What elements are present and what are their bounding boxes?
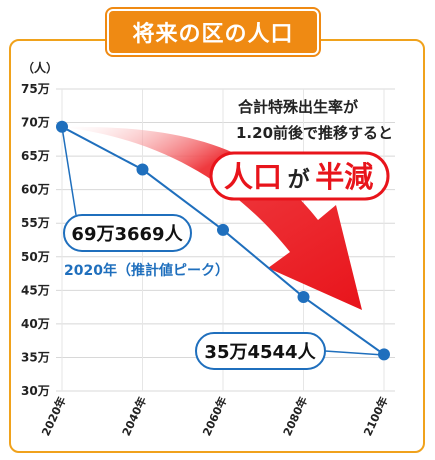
x-tick-labels: 2020年 2040年 2060年 2080年 2100年 [38,394,390,438]
end-value-pill [195,332,326,370]
y-tick-label: 40万 [21,317,50,331]
data-point [56,120,68,133]
headline-text: 人口 が 半減 [224,160,373,194]
data-point [217,223,229,236]
headline-population: 人口 [224,160,282,194]
data-point [297,291,310,304]
y-tick-label: 70万 [21,116,50,130]
start-value-label: 69万3669人 [71,224,183,245]
page-title: 将来の区の人口 [107,9,319,55]
headline-particle: が [288,167,310,193]
x-tick-label: 2020年 [38,394,68,438]
decline-arrow [62,126,362,311]
headline-pill [209,151,390,201]
y-tick-label: 55万 [21,216,50,230]
end-value-label: 35万4544人 [204,342,316,363]
start-note-label: 2020年（推計値ピーク） [64,262,229,279]
y-tick-label: 65万 [21,149,50,163]
y-tick-label: 50万 [21,250,50,264]
x-tick-label: 2060年 [199,394,229,438]
y-tick-labels: 75万 70万 65万 60万 55万 50万 45万 40万 35万 30万 [21,82,50,398]
y-axis-unit: （人） [22,60,58,75]
start-value-pill [63,214,192,252]
x-tick-label: 2040年 [119,394,149,438]
data-point [136,163,149,176]
x-tick-label: 2100年 [360,394,390,438]
x-tick-label: 2080年 [280,394,310,438]
tfr-text-line2: 1.20前後で推移すると [236,124,393,142]
y-tick-label: 30万 [21,384,50,398]
y-tick-label: 45万 [21,283,50,297]
start-callout-leader [61,126,77,216]
headline-half: 半減 [315,160,373,194]
y-tick-label: 35万 [21,350,50,364]
tfr-text-line1: 合計特殊出生率が [237,98,359,116]
y-tick-label: 75万 [21,82,50,96]
y-tick-label: 60万 [21,183,50,197]
end-callout-leader [324,350,385,356]
